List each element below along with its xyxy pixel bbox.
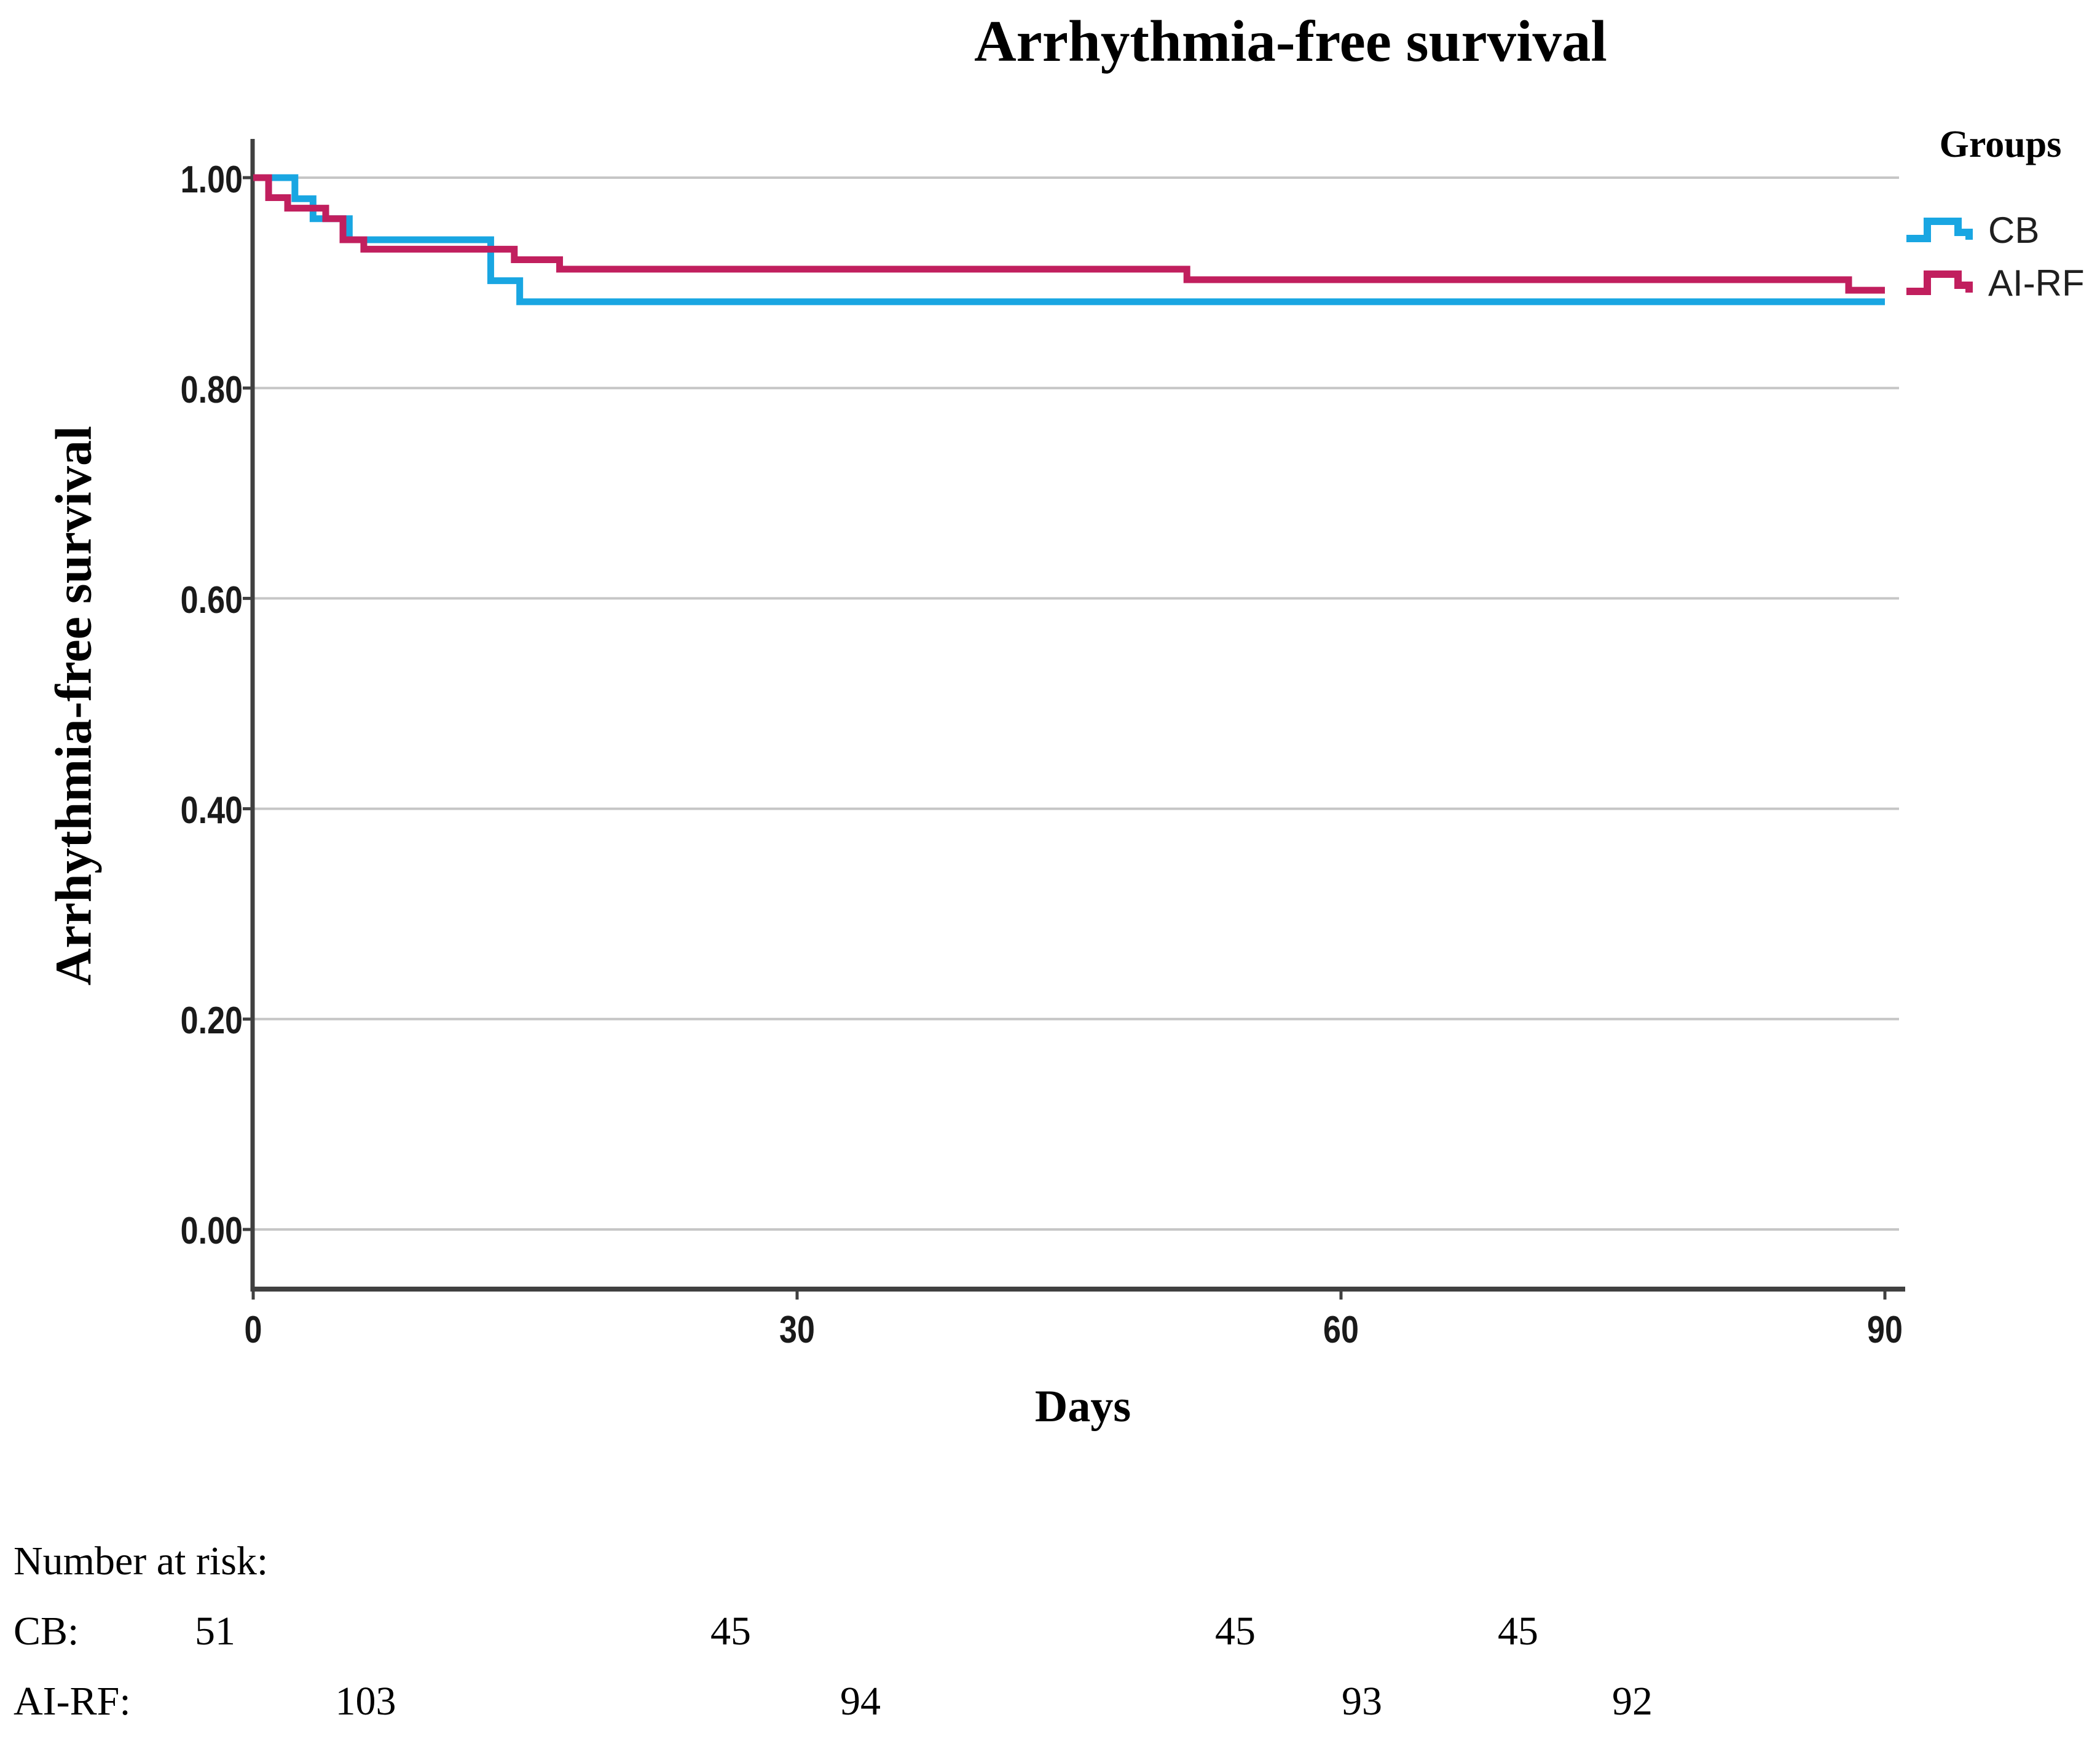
chart-title: Arrhythmia-free survival xyxy=(974,9,1607,74)
x-tick-60: 60 xyxy=(1323,1309,1359,1351)
y-tick-0.40: 0.40 xyxy=(180,789,243,832)
cb-step-icon xyxy=(1906,218,1973,242)
x-tick-30: 30 xyxy=(779,1309,815,1351)
legend-label-cb: CB xyxy=(1988,210,2040,251)
y-tick-0.60: 0.60 xyxy=(180,579,243,621)
x-axis-title: Days xyxy=(1034,1381,1131,1432)
risk-value: 103 xyxy=(335,1679,396,1724)
legend-title: Groups xyxy=(1939,124,2062,165)
risk-table-heading: Number at risk: xyxy=(14,1539,269,1584)
airf-step-icon xyxy=(1906,270,1973,295)
x-tick-90: 90 xyxy=(1867,1309,1903,1351)
risk-value: 45 xyxy=(1498,1609,1538,1654)
risk-value: 93 xyxy=(1342,1679,1382,1724)
risk-row-label-cb: CB: xyxy=(14,1609,79,1654)
risk-row-label-airf: AI-RF: xyxy=(14,1679,131,1724)
x-tick-0: 0 xyxy=(244,1309,262,1351)
risk-value: 45 xyxy=(710,1609,751,1654)
y-tick-1.00: 1.00 xyxy=(180,159,243,201)
legend-label-airf: AI-RF xyxy=(1988,262,2085,304)
y-tick-0.80: 0.80 xyxy=(180,369,243,411)
y-tick-0.20: 0.20 xyxy=(180,1000,243,1042)
risk-value: 94 xyxy=(840,1679,881,1724)
y-tick-0.00: 0.00 xyxy=(180,1210,243,1252)
risk-value: 51 xyxy=(195,1609,235,1654)
km-curve-ai-rf xyxy=(253,174,1885,294)
y-axis-title: Arrhythmia-free survival xyxy=(45,425,103,986)
km-curve-cb xyxy=(253,174,1885,306)
risk-value: 45 xyxy=(1215,1609,1256,1654)
risk-value: 92 xyxy=(1612,1679,1653,1724)
